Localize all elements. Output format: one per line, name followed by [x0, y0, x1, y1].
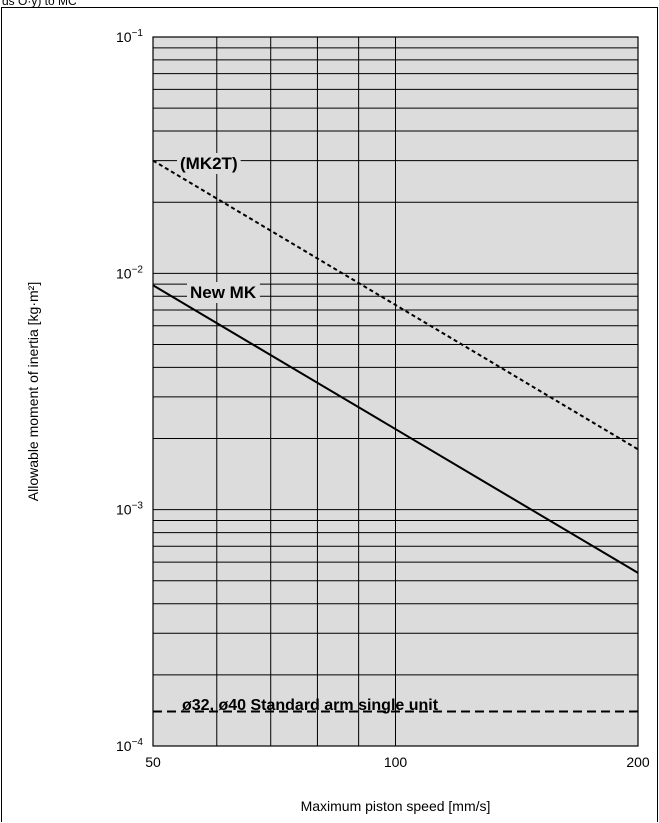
- y-tick-label: 10−3: [116, 501, 143, 518]
- x-axis-label: Maximum piston speed [mm/s]: [301, 798, 491, 814]
- y-tick-label: 10−2: [116, 264, 143, 281]
- series-line-2: [152, 284, 639, 574]
- series-label-1: (MK2T): [180, 154, 238, 173]
- figure-frame: [1, 7, 658, 822]
- ticks: 50 100 200 10−1 10−2 10−3 10−4: [116, 28, 650, 770]
- series-line-1: [152, 159, 639, 451]
- plot-border: [152, 36, 639, 747]
- x-tick-label: 200: [626, 754, 650, 770]
- series: [152, 159, 639, 713]
- x-tick-label: 50: [145, 754, 161, 770]
- series-labels: (MK2T) New MK ø32, ø40 Standard arm single…: [177, 153, 439, 714]
- series-label-3: ø32, ø40 Standard arm single unit: [182, 697, 439, 714]
- x-tick-label: 100: [384, 754, 408, 770]
- series-label-2: New MK: [190, 283, 257, 302]
- series-label-backdrop: [177, 153, 241, 174]
- header-fragment: ds O·y) to MC: [2, 0, 77, 8]
- y-tick-label: 10−1: [116, 28, 143, 45]
- y-tick-label: 10−4: [116, 737, 143, 754]
- y-axis-label: Allowable moment of inertia [kg·m²]: [25, 282, 41, 501]
- series-label-backdrop: [187, 282, 260, 303]
